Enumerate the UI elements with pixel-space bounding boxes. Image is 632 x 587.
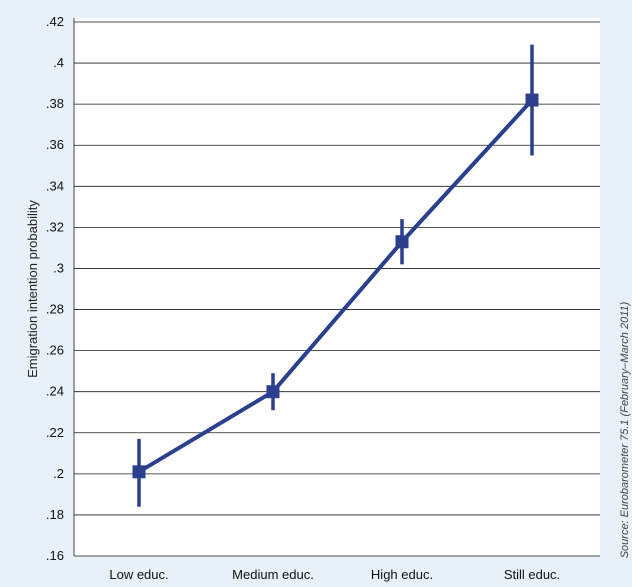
y-tick-label: .42 — [46, 14, 64, 29]
y-tick-label: .22 — [46, 425, 64, 440]
data-point-marker — [395, 235, 409, 249]
x-tick-label: Still educ. — [504, 567, 560, 582]
y-tick-label: .16 — [46, 548, 64, 563]
series-line — [137, 98, 534, 474]
y-tick-label: .24 — [46, 384, 64, 399]
y-tick-label: .4 — [53, 55, 64, 70]
y-tick-label: .38 — [46, 96, 64, 111]
data-point-marker — [132, 465, 146, 479]
data-point-marker — [266, 385, 280, 399]
gridlines — [73, 18, 600, 557]
series-layer — [132, 44, 539, 507]
y-tick-label: .34 — [46, 178, 64, 193]
y-axis-title: Emigration intention probability — [25, 200, 40, 378]
y-tick-label: .18 — [46, 507, 64, 522]
plot-area — [74, 18, 600, 556]
x-tick-label: Medium educ. — [232, 567, 314, 582]
data-point-marker — [525, 93, 539, 107]
y-tick-label: .3 — [53, 260, 64, 275]
source-note: Source: Eurobarometer 75.1 (February–Mar… — [619, 301, 631, 558]
y-tick-label: .32 — [46, 219, 64, 234]
y-tick-label: .28 — [46, 302, 64, 317]
y-tick-label: .2 — [53, 466, 64, 481]
x-tick-label: High educ. — [371, 567, 433, 582]
x-axis-ticks: Low educ. Medium educ. High educ. Still edu… — [109, 567, 560, 582]
y-tick-label: .36 — [46, 137, 64, 152]
y-tick-label: .26 — [46, 343, 64, 358]
x-tick-label: Low educ. — [109, 567, 168, 582]
y-axis-ticks: .16 .18 .2 .22 .24 .26 .28 .3 .32 .34 .36 .38 .4 .42 — [46, 14, 64, 563]
